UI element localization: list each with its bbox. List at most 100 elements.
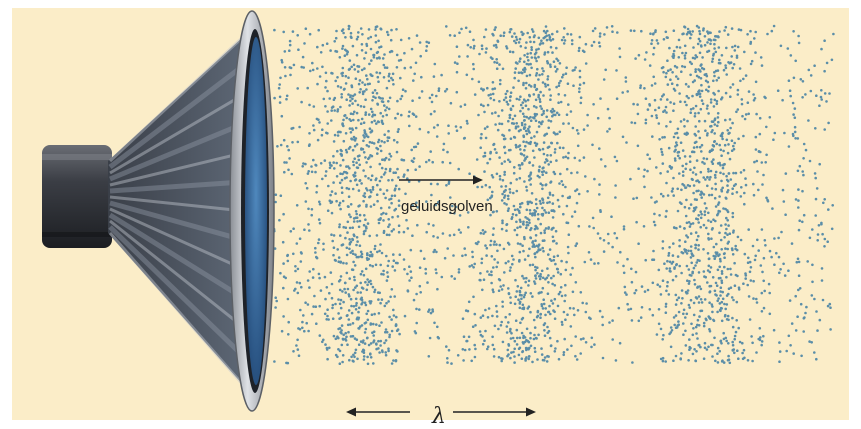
air-particle	[719, 163, 722, 167]
air-particle	[793, 107, 797, 110]
air-particle	[373, 89, 377, 92]
air-particle	[545, 38, 549, 42]
air-particle	[353, 93, 357, 96]
air-particle	[741, 351, 744, 355]
air-particle	[665, 125, 668, 128]
air-particle	[392, 171, 396, 174]
air-particle	[509, 107, 513, 110]
air-particle	[504, 315, 508, 319]
air-particle	[440, 73, 443, 77]
air-particle	[339, 164, 342, 167]
air-particle	[465, 73, 469, 77]
air-particle	[715, 99, 719, 103]
air-particle	[386, 33, 390, 37]
air-particle	[508, 113, 512, 117]
air-particle	[359, 291, 363, 294]
air-particle	[646, 288, 650, 292]
air-particle	[535, 87, 539, 91]
air-particle	[728, 361, 732, 365]
air-particle	[814, 176, 817, 180]
air-particle	[371, 91, 375, 94]
air-particle	[708, 270, 712, 274]
air-particle	[693, 278, 696, 282]
air-particle	[312, 124, 315, 127]
air-particle	[694, 70, 697, 73]
air-particle	[461, 317, 465, 321]
air-particle	[547, 281, 550, 284]
air-particle	[573, 156, 577, 160]
air-particle	[318, 202, 322, 206]
air-particle	[493, 258, 496, 261]
air-particle	[389, 38, 393, 42]
air-particle	[366, 283, 369, 287]
air-particle	[538, 120, 541, 124]
air-particle	[524, 87, 528, 90]
air-particle	[522, 83, 525, 87]
air-particle	[713, 173, 717, 177]
air-particle	[770, 29, 774, 33]
air-particle	[598, 147, 601, 150]
air-particle	[521, 341, 525, 344]
air-particle	[542, 94, 545, 97]
air-particle	[754, 51, 757, 54]
air-particle	[659, 192, 663, 196]
air-particle	[363, 83, 367, 86]
air-particle	[676, 83, 679, 87]
air-particle	[490, 255, 494, 258]
air-particle	[355, 37, 359, 41]
air-particle	[506, 103, 510, 106]
air-particle	[705, 88, 708, 92]
air-particle	[787, 269, 790, 273]
air-particle	[707, 170, 710, 173]
air-particle	[387, 79, 391, 83]
air-particle	[737, 137, 740, 141]
air-particle	[726, 219, 729, 222]
air-particle	[686, 279, 689, 283]
air-particle	[698, 68, 701, 72]
air-particle	[305, 321, 309, 325]
air-particle	[541, 307, 545, 310]
air-particle	[455, 70, 459, 74]
air-particle	[544, 313, 547, 317]
air-particle	[443, 256, 447, 260]
air-particle	[613, 232, 616, 235]
air-particle	[583, 50, 586, 54]
air-particle	[772, 24, 776, 28]
air-particle	[507, 287, 510, 290]
air-particle	[394, 171, 398, 174]
air-particle	[536, 227, 539, 230]
air-particle	[455, 129, 459, 132]
air-particle	[321, 128, 324, 131]
air-particle	[715, 294, 718, 297]
air-particle	[282, 212, 285, 216]
air-particle	[501, 300, 504, 304]
air-particle	[304, 182, 308, 185]
air-particle	[398, 253, 402, 256]
air-particle	[629, 29, 633, 32]
air-particle	[383, 158, 387, 162]
air-particle	[759, 264, 763, 267]
air-particle	[679, 120, 683, 123]
air-particle	[355, 236, 359, 239]
air-particle	[344, 148, 348, 152]
air-particle	[363, 322, 367, 325]
air-particle	[343, 177, 347, 180]
air-particle	[491, 81, 495, 84]
air-particle	[760, 291, 764, 295]
air-particle	[664, 30, 668, 34]
air-particle	[362, 223, 366, 227]
air-particle	[552, 274, 555, 278]
air-particle	[549, 344, 553, 348]
air-particle	[516, 285, 520, 288]
air-particle	[353, 68, 357, 71]
air-particle	[713, 140, 716, 143]
air-particle	[599, 209, 602, 212]
air-particle	[519, 95, 522, 98]
air-particle	[552, 109, 556, 113]
air-particle	[673, 64, 677, 68]
air-particle	[505, 223, 508, 227]
air-particle	[686, 236, 690, 239]
air-particle	[615, 236, 619, 240]
air-particle	[338, 181, 342, 185]
air-particle	[388, 198, 391, 201]
